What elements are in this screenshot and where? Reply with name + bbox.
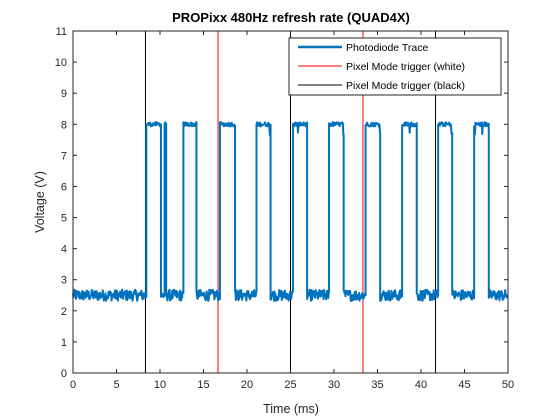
legend-label-trigger-black: Pixel Mode trigger (black) <box>346 80 465 92</box>
x-axis-label: Time (ms) <box>263 402 319 416</box>
x-axis-ticks: 0 5 10 15 20 25 30 35 40 45 50 <box>70 31 514 391</box>
y-tick-label: 7 <box>61 150 67 162</box>
legend-label-photodiode: Photodiode Trace <box>346 42 428 54</box>
y-tick-label: 9 <box>61 88 67 100</box>
y-tick-label: 11 <box>56 26 67 38</box>
y-tick-label: 3 <box>61 275 67 287</box>
y-tick-label: 4 <box>61 244 67 256</box>
y-tick-label: 0 <box>61 368 67 380</box>
x-tick-label: 5 <box>113 379 119 391</box>
y-tick-label: 8 <box>61 119 67 131</box>
y-tick-label: 5 <box>61 213 67 225</box>
legend-label-trigger-white: Pixel Mode trigger (white) <box>346 61 465 73</box>
x-tick-label: 15 <box>197 379 209 391</box>
y-tick-label: 1 <box>61 337 67 349</box>
x-tick-label: 45 <box>458 379 470 391</box>
y-axis-ticks: 0 1 2 3 4 5 6 7 8 9 10 11 <box>55 26 508 380</box>
x-tick-label: 25 <box>284 379 296 391</box>
y-tick-label: 6 <box>61 181 67 193</box>
x-tick-label: 30 <box>328 379 340 391</box>
y-axis-label: Voltage (V) <box>33 171 47 233</box>
photodiode-trace <box>72 121 509 302</box>
x-tick-label: 40 <box>415 379 427 391</box>
y-tick-label: 10 <box>55 57 67 69</box>
chart-title: PROPixx 480Hz refresh rate (QUAD4X) <box>172 10 410 25</box>
x-tick-label: 35 <box>371 379 383 391</box>
legend: Photodiode Trace Pixel Mode trigger (whi… <box>288 37 502 96</box>
x-tick-label: 20 <box>241 379 253 391</box>
x-tick-label: 50 <box>502 379 514 391</box>
x-tick-label: 10 <box>154 379 166 391</box>
x-tick-label: 0 <box>70 379 76 391</box>
y-tick-label: 2 <box>61 306 67 318</box>
